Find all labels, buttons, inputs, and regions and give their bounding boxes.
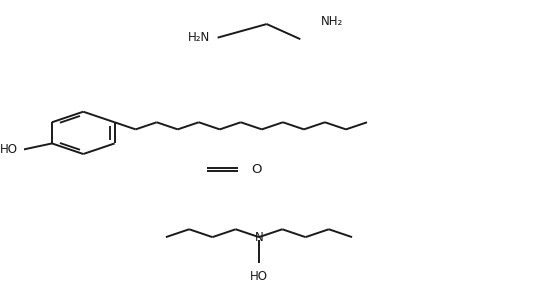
Text: NH₂: NH₂ xyxy=(321,15,343,28)
Text: H₂N: H₂N xyxy=(188,31,210,44)
Text: HO: HO xyxy=(250,270,268,283)
Text: N: N xyxy=(255,231,263,244)
Text: O: O xyxy=(251,163,262,176)
Text: HO: HO xyxy=(1,143,18,156)
